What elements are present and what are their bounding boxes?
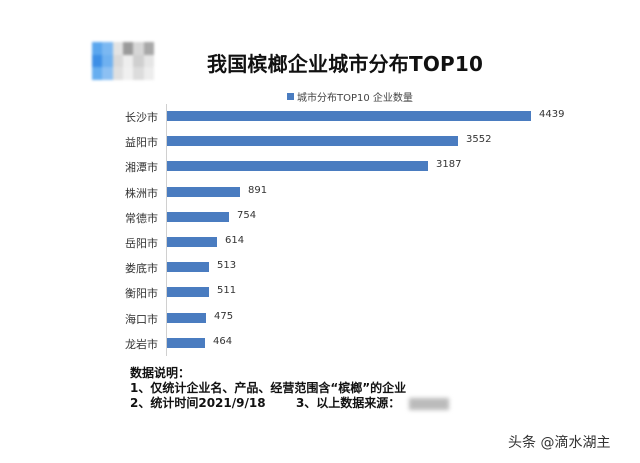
logo-pixel bbox=[92, 42, 103, 55]
category-label: 湘潭市 bbox=[125, 161, 158, 175]
value-label: 614 bbox=[225, 235, 245, 246]
bar-row: 衡阳市 511 bbox=[0, 280, 640, 305]
logo-pixel bbox=[92, 67, 103, 80]
bar bbox=[167, 136, 458, 147]
notes-heading: 数据说明： bbox=[130, 366, 191, 380]
category-label: 娄底市 bbox=[125, 262, 158, 276]
notes-line-2: 2、统计时间2021/9/18 bbox=[130, 396, 266, 410]
bar bbox=[167, 161, 428, 172]
category-label: 海口市 bbox=[125, 312, 158, 326]
category-label: 益阳市 bbox=[125, 136, 158, 150]
bar bbox=[167, 337, 205, 348]
bar bbox=[167, 262, 209, 273]
legend: 城市分布TOP10 企业数量 bbox=[287, 89, 413, 104]
logo-pixel bbox=[122, 42, 134, 55]
value-label: 513 bbox=[217, 260, 237, 272]
notes-line-1: 1、仅统计企业名、产品、经营范围含“槟榔”的企业 bbox=[130, 381, 407, 395]
bar-row: 龙岩市 464 bbox=[0, 331, 640, 356]
data-notes: 数据说明： 1、仅统计企业名、产品、经营范围含“槟榔”的企业 2、统计时间202… bbox=[130, 366, 449, 411]
bar bbox=[167, 312, 206, 323]
bar-row: 益阳市 3552 bbox=[0, 129, 640, 154]
bar bbox=[167, 287, 209, 298]
category-label: 岳阳市 bbox=[125, 237, 158, 250]
logo-pixel bbox=[102, 54, 113, 68]
category-label: 龙岩市 bbox=[125, 337, 158, 351]
logo-blurred bbox=[92, 42, 154, 80]
notes-line-3: 3、以上数据来源： bbox=[295, 396, 401, 410]
logo-pixel bbox=[92, 54, 103, 68]
bar-row: 岳阳市 614 bbox=[0, 230, 640, 255]
logo-pixel bbox=[143, 42, 154, 55]
legend-swatch-icon bbox=[287, 93, 294, 100]
watermark: 头条 @滴水湖主 bbox=[508, 435, 611, 451]
bar-row: 常德市 754 bbox=[0, 205, 640, 230]
value-label: 891 bbox=[248, 184, 268, 196]
value-label: 3187 bbox=[436, 159, 462, 171]
value-label: 4439 bbox=[539, 109, 565, 120]
logo-pixel bbox=[133, 54, 144, 68]
bar bbox=[167, 111, 531, 121]
category-label: 长沙市 bbox=[125, 111, 158, 124]
y-axis-line bbox=[166, 104, 167, 356]
bar-row: 娄底市 513 bbox=[0, 255, 640, 280]
value-label: 3552 bbox=[466, 134, 492, 146]
logo-pixel bbox=[143, 54, 154, 68]
logo-pixel bbox=[133, 42, 144, 55]
logo-pixel bbox=[102, 42, 113, 55]
chart-title: 我国槟榔企业城市分布TOP10 bbox=[207, 52, 484, 76]
logo-pixel bbox=[143, 67, 154, 80]
bar bbox=[167, 186, 240, 197]
bar-row: 湘潭市 3187 bbox=[0, 154, 640, 179]
notes-line-2-3: 2、统计时间2021/9/18 3、以上数据来源： bbox=[130, 396, 449, 411]
bar-row: 长沙市 4439 bbox=[0, 104, 640, 129]
bar-row: 株洲市 891 bbox=[0, 180, 640, 205]
logo-pixel bbox=[122, 67, 134, 80]
value-label: 475 bbox=[214, 310, 234, 322]
category-label: 常德市 bbox=[125, 211, 158, 225]
value-label: 754 bbox=[237, 209, 257, 221]
bar bbox=[167, 237, 217, 247]
legend-label: 城市分布TOP10 企业数量 bbox=[297, 93, 413, 104]
logo-pixel bbox=[133, 67, 144, 80]
value-label: 464 bbox=[213, 335, 233, 347]
data-source-blurred bbox=[408, 397, 449, 410]
logo-pixel bbox=[112, 42, 123, 55]
logo-pixel bbox=[102, 67, 113, 80]
value-label: 511 bbox=[217, 285, 237, 297]
bar bbox=[167, 211, 229, 222]
category-label: 株洲市 bbox=[125, 186, 158, 200]
category-label: 衡阳市 bbox=[125, 287, 158, 301]
logo-pixel bbox=[112, 54, 123, 68]
logo-pixel bbox=[122, 54, 134, 68]
logo-pixel bbox=[112, 67, 123, 80]
bar-row: 海口市 475 bbox=[0, 306, 640, 331]
